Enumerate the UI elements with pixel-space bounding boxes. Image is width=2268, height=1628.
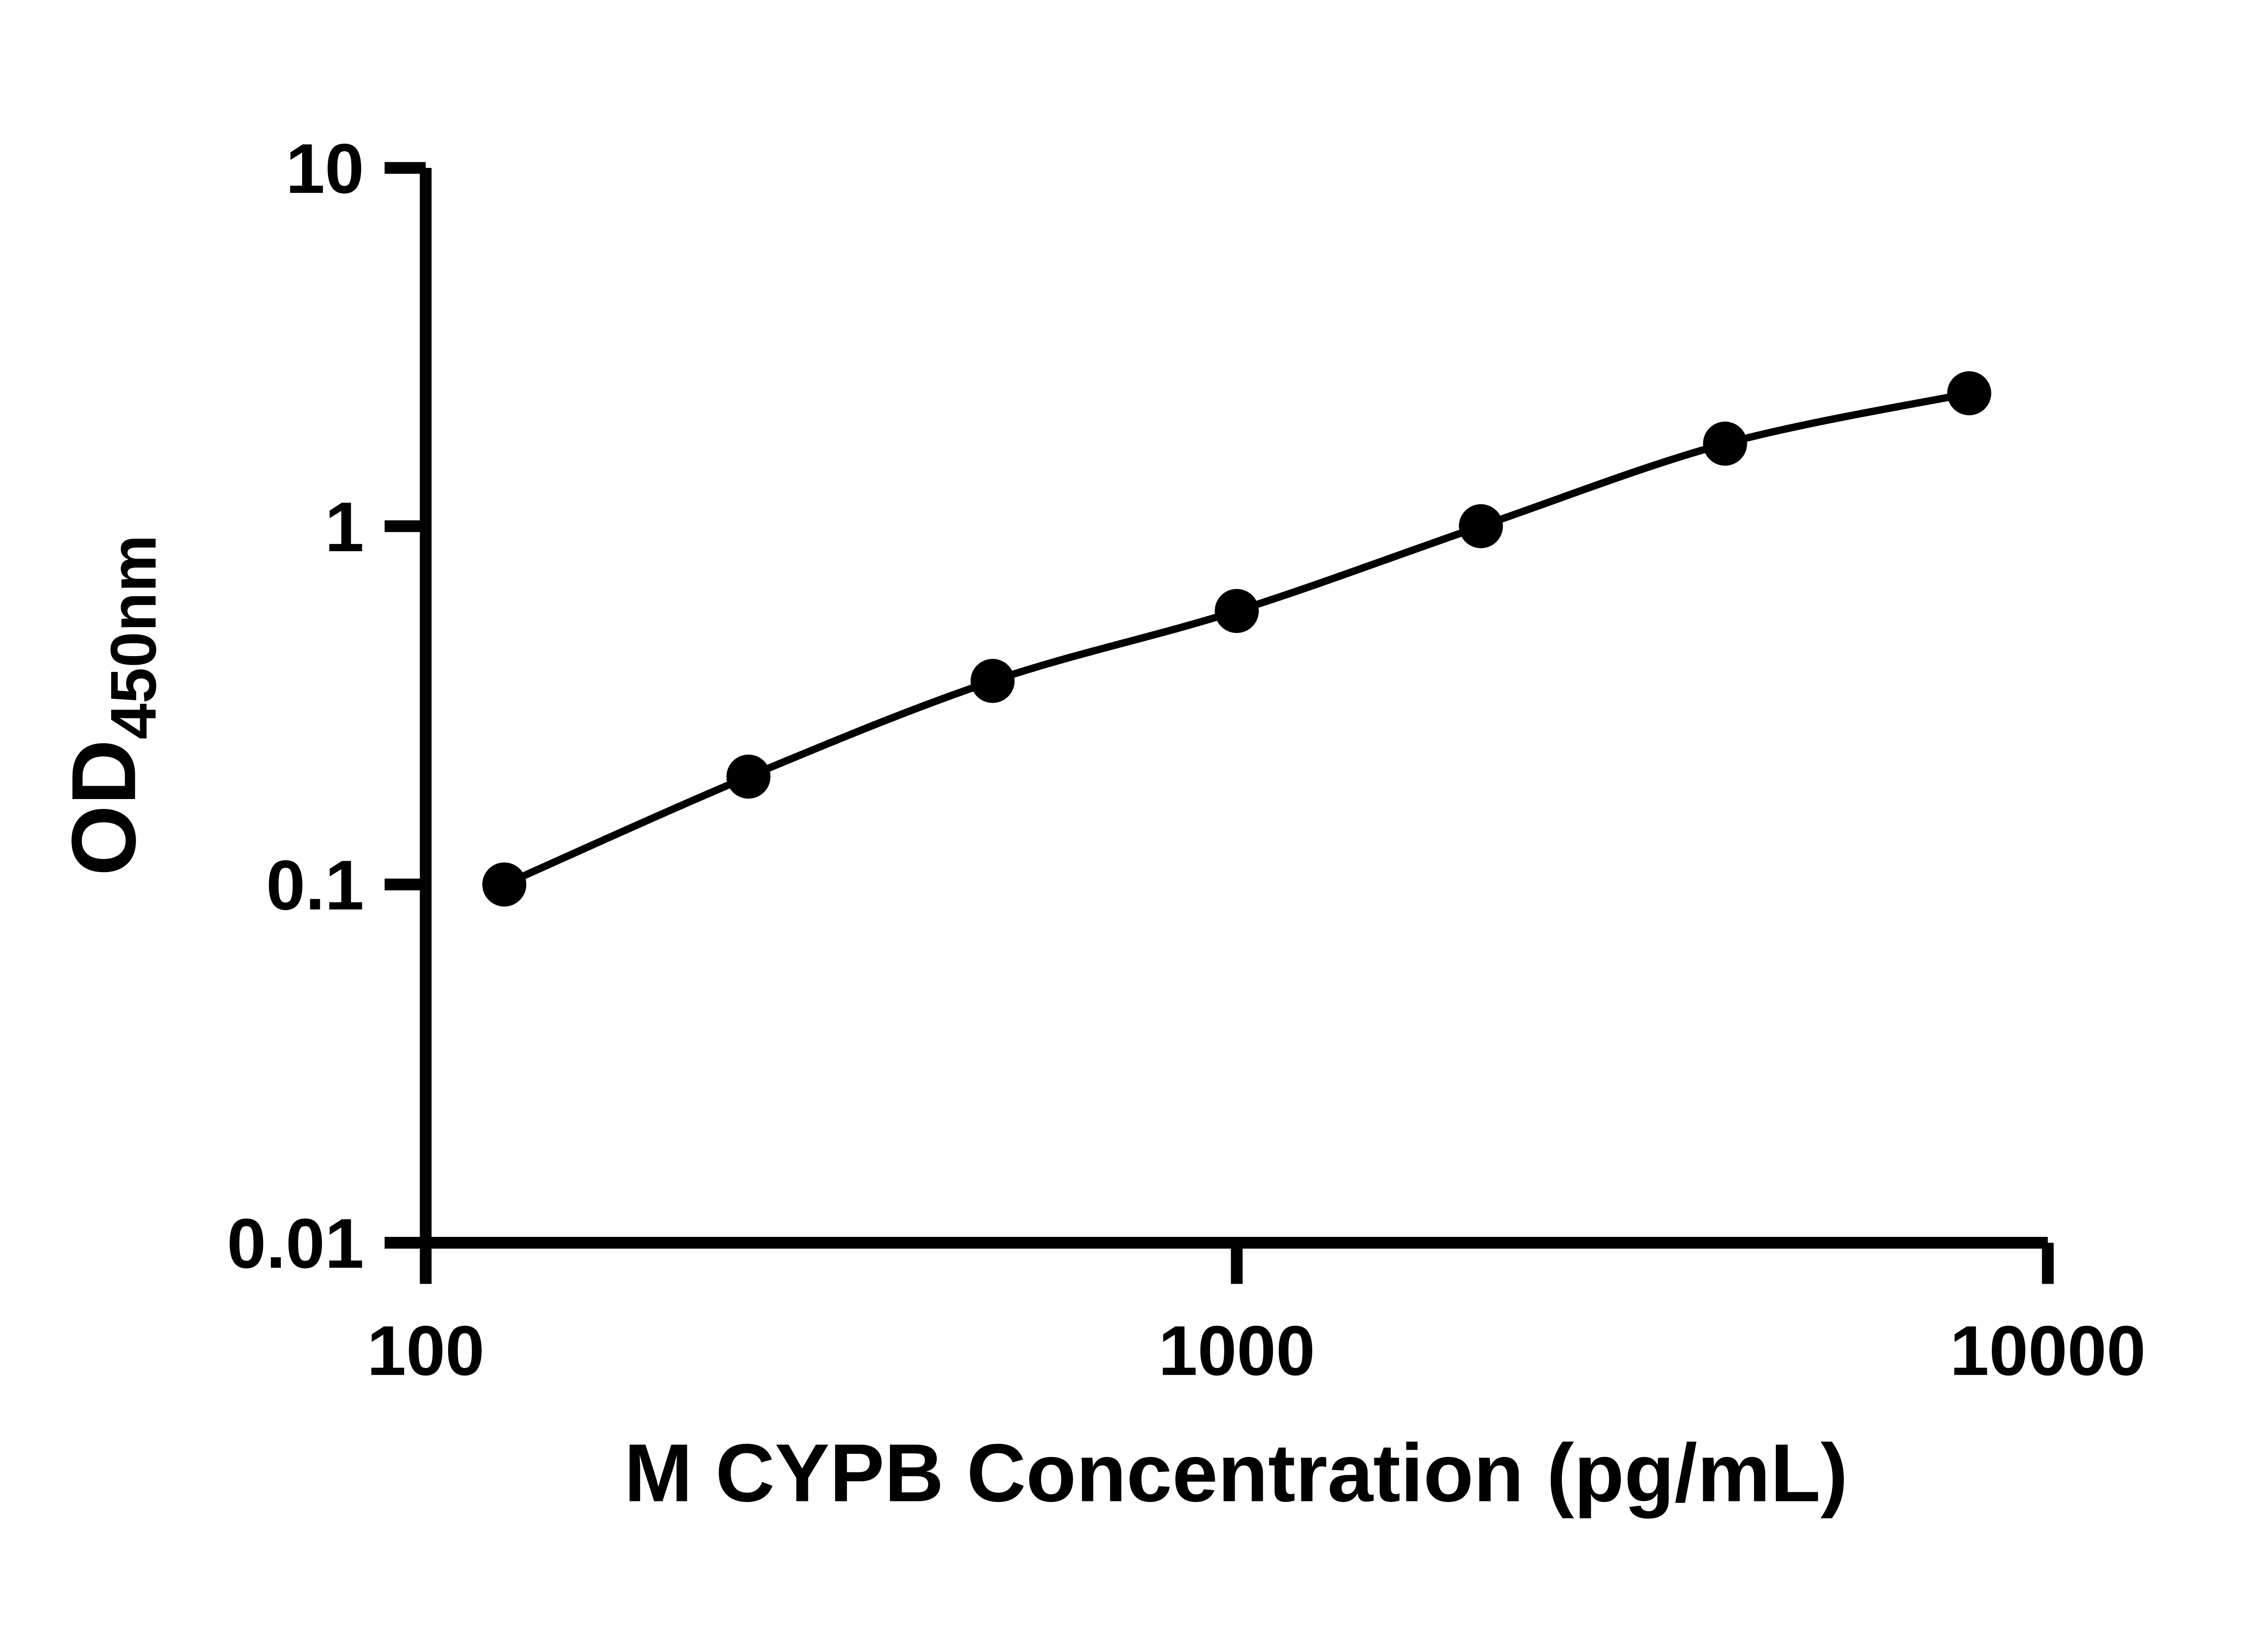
- y-tick-label: 0.01: [227, 1204, 364, 1283]
- data-point: [970, 659, 1015, 703]
- data-point: [1214, 588, 1259, 633]
- x-axis-title: M CYPB Concentration (pg/mL): [624, 1427, 1848, 1519]
- standard-curve-line: [503, 389, 1970, 888]
- data-point: [1703, 422, 1747, 466]
- axes-frame: [420, 168, 2048, 1249]
- y-tick-label: 1: [325, 487, 364, 566]
- data-point: [726, 755, 771, 799]
- plot-area: 100 1000 10000 0.01 0.1 1 10: [227, 129, 2146, 1390]
- x-tick-label: 1000: [1158, 1311, 1315, 1390]
- y-tick-label: 10: [286, 129, 364, 208]
- x-tick-label: 100: [367, 1311, 484, 1390]
- y-axis-title: OD450nm: [53, 534, 170, 876]
- y-axis-title-subscript: 450nm: [98, 534, 170, 739]
- data-point: [482, 862, 527, 907]
- data-point: [1459, 504, 1503, 549]
- data-point: [1947, 371, 1991, 416]
- x-tick-label: 10000: [1950, 1311, 2146, 1390]
- y-axis-title-main: OD: [53, 740, 155, 876]
- y-tick-label: 0.1: [266, 845, 364, 924]
